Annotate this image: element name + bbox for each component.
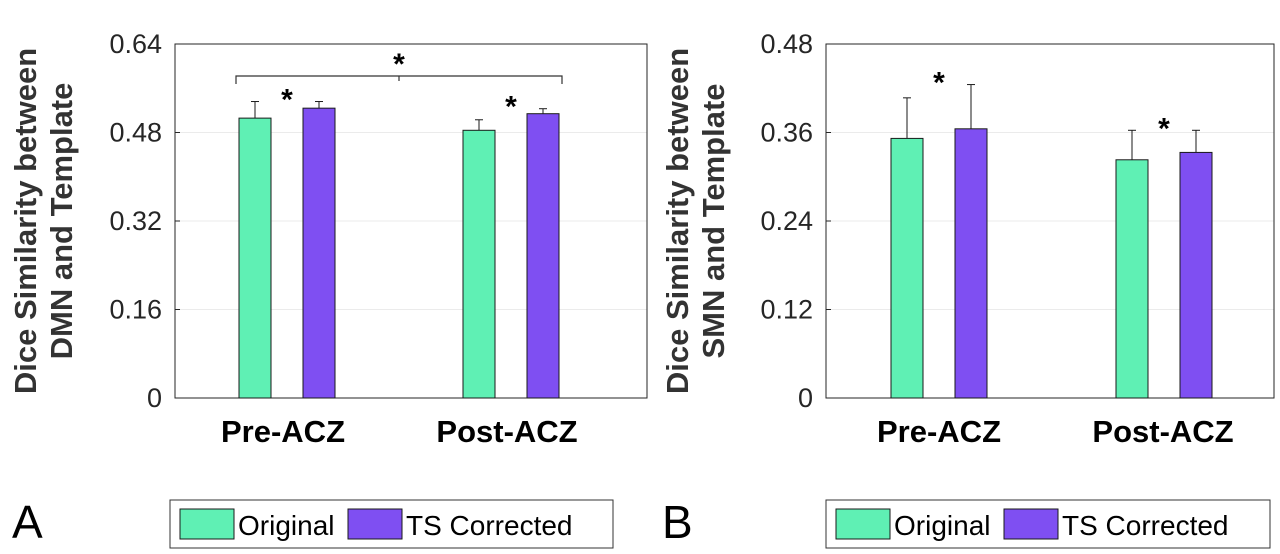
- y-tick-label: 0.48: [109, 118, 162, 148]
- significance-star: *: [505, 91, 517, 124]
- y-tick-label: 0.48: [760, 29, 813, 59]
- bars-b: [890, 84, 1213, 399]
- significance-star: *: [1158, 112, 1170, 145]
- y-tick-label: 0.16: [109, 295, 162, 325]
- bar-ts-corrected-post-acz: [526, 113, 560, 399]
- bar-ts-corrected-pre-acz: [954, 128, 988, 399]
- legend-swatch-ts-corrected: [347, 508, 403, 540]
- panel-letter-a: A: [12, 496, 43, 548]
- legend-swatch-original: [835, 508, 891, 540]
- y-tick-label: 0.24: [760, 206, 813, 236]
- y-label-line2-a: DMN and Template: [44, 83, 79, 360]
- y-tick-label: 0.64: [109, 29, 162, 59]
- panel-b: 00.120.240.360.48 Pre-ACZ Post-ACZ ** Dic…: [660, 29, 1275, 549]
- significance-b: **: [933, 67, 1170, 146]
- bars-a: [238, 101, 560, 399]
- y-tick-label: 0: [147, 383, 162, 413]
- y-axis-label-a: Dice Similarity between DMN and Template: [8, 48, 79, 394]
- bar-ts-corrected-post-acz: [1179, 151, 1213, 399]
- y-label-line1-b: Dice Similarity between: [660, 48, 695, 394]
- y-label-line2-b: SMN and Template: [696, 83, 731, 358]
- significance-bracket: [235, 75, 563, 84]
- panel-letter-b: B: [662, 496, 693, 548]
- legend-swatch-original: [179, 508, 235, 540]
- y-tick-label: 0: [798, 383, 813, 413]
- bar-original-pre-acz: [238, 117, 272, 399]
- legend-swatch-ts-corrected: [1003, 508, 1059, 540]
- x-tick-label: Pre-ACZ: [221, 414, 345, 449]
- y-ticks-b: 0 0.12 0.24 0.36 0.48: [760, 29, 831, 413]
- legend-a: Original TS Corrected: [169, 499, 614, 549]
- significance-star: *: [933, 67, 945, 100]
- x-tick-label: Pre-ACZ: [877, 414, 1001, 449]
- bar-original-post-acz: [1115, 159, 1149, 399]
- y-tick-label: 0.12: [760, 295, 813, 325]
- y-tick-label: 0.32: [109, 206, 162, 236]
- category-labels-a: Pre-ACZ Post-ACZ: [221, 414, 578, 449]
- legend-b: Original TS Corrected: [825, 499, 1271, 549]
- legend-label-ts-corrected: TS Corrected: [406, 510, 573, 541]
- bar-ts-corrected-pre-acz: [302, 107, 336, 399]
- bar-original-pre-acz: [890, 137, 924, 399]
- significance-a: * * *: [235, 48, 563, 124]
- y-tick-label: 0.36: [760, 118, 813, 148]
- significance-star: *: [393, 48, 405, 81]
- x-tick-label: Post-ACZ: [436, 414, 577, 449]
- significance-star: *: [281, 84, 293, 117]
- y-ticks-a: 0 0.16 0.32 0.48 0.64: [109, 29, 180, 413]
- x-tick-label: Post-ACZ: [1092, 414, 1233, 449]
- bar-original-post-acz: [462, 129, 496, 399]
- legend-label-original: Original: [894, 510, 990, 541]
- category-labels-b: Pre-ACZ Post-ACZ: [877, 414, 1234, 449]
- y-label-line1-a: Dice Similarity between: [8, 48, 43, 394]
- legend-label-ts-corrected: TS Corrected: [1062, 510, 1229, 541]
- legend-label-original: Original: [238, 510, 334, 541]
- y-axis-label-b: Dice Similarity between SMN and Template: [660, 48, 731, 394]
- panel-a: 0 0.16 0.32 0.48 0.64 Pre-ACZ Post-ACZ * * * Di…: [8, 29, 648, 549]
